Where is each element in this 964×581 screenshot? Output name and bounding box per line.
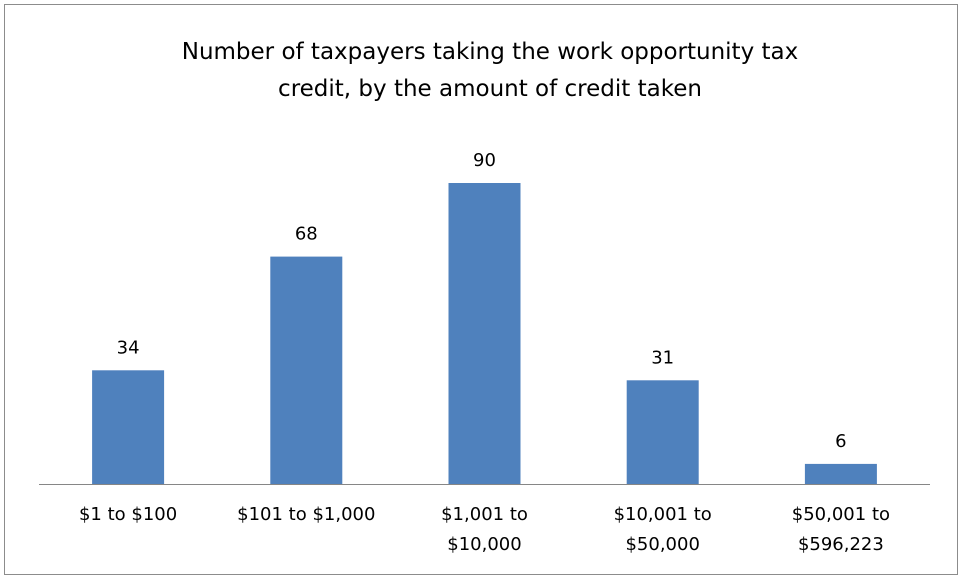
x-tick-label-3: $1,001 to $10,000 (441, 504, 528, 555)
bar-1 (92, 370, 165, 484)
bars-layer (92, 183, 877, 484)
x-tick-label-3-line-2: $10,000 (447, 534, 521, 555)
x-tick-label-4-line-1: $10,001 to (614, 504, 712, 525)
x-tick-label-4: $10,001 to $50,000 (614, 504, 712, 555)
x-tick-label-5: $50,001 to $596,223 (792, 504, 890, 555)
chart-title-line-1: Number of taxpayers taking the work oppo… (182, 39, 798, 65)
data-label-1: 34 (117, 337, 140, 358)
x-tick-label-2: $101 to $1,000 (237, 504, 375, 525)
data-label-5: 6 (835, 431, 846, 452)
x-tick-label-2-line-1: $101 to $1,000 (237, 504, 375, 525)
x-tick-label-1: $1 to $100 (79, 504, 177, 525)
bar-5 (804, 463, 877, 484)
data-label-2: 68 (295, 224, 318, 245)
bar-2 (270, 256, 343, 484)
x-tick-label-4-line-2: $50,000 (625, 534, 699, 555)
x-tick-label-5-line-1: $50,001 to (792, 504, 890, 525)
bar-chart: Number of taxpayers taking the work oppo… (39, 39, 930, 555)
x-tick-label-1-line-1: $1 to $100 (79, 504, 177, 525)
data-label-3: 90 (473, 150, 496, 171)
chart-title-line-2: credit, by the amount of credit taken (278, 76, 702, 102)
bar-3 (448, 183, 521, 484)
x-tick-label-3-line-1: $1,001 to (441, 504, 528, 525)
bar-4 (626, 380, 699, 484)
x-tick-label-5-line-2: $596,223 (798, 534, 884, 555)
chart-frame: Number of taxpayers taking the work oppo… (4, 4, 958, 575)
data-label-4: 31 (651, 347, 674, 368)
